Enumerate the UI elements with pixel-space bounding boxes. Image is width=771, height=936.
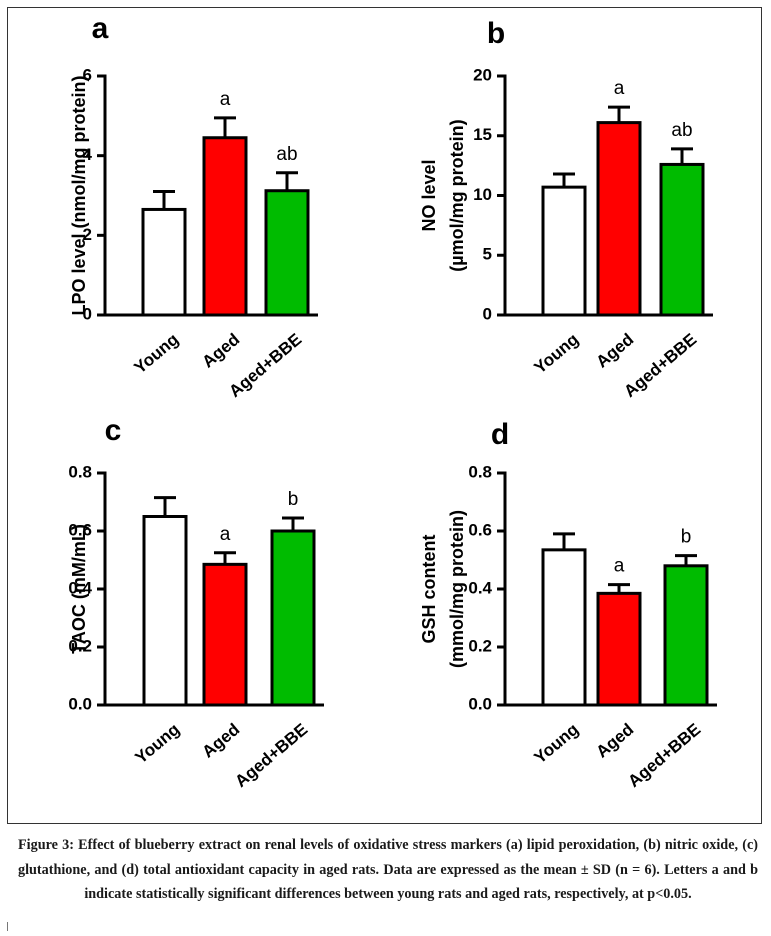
panel-letter: b [487,17,505,50]
bar-aged [596,121,642,317]
panel-letter: c [105,414,122,447]
y-tick-label: 20 [473,65,492,84]
y-tick-label: 6 [83,65,92,84]
page-edge-mark [7,922,8,931]
significance-label: b [681,527,692,548]
y-tick-label: 4 [83,145,93,164]
y-axis-label: (mmol/mg protein) [447,510,467,668]
x-tick-label: Aged+BBE [624,720,704,791]
x-tick-label: Young [531,720,583,768]
significance-label: b [288,489,299,510]
y-tick-label: 0 [483,304,492,323]
bar-young [141,207,187,317]
bar-aged-bbe [264,189,310,317]
y-axis-label: NO level [419,159,439,231]
y-tick-label: 0.4 [68,578,92,597]
chart-panel-b: b 0 5 10 15 20 NO level (µmol/mg protein) Young a… [419,17,713,401]
y-tick-label: 0.8 [468,462,492,481]
bar-aged [202,136,248,317]
x-tick-label: Aged [199,330,244,372]
bar-aged [596,591,642,707]
y-tick-label: 0.2 [468,636,492,655]
y-tick-label: 0.0 [68,694,92,713]
y-tick-label: 0.2 [68,636,92,655]
y-axis-label: LPO level (nmol/mg protein) [69,75,89,315]
bar-young [142,515,188,707]
figure-frame [7,7,762,824]
x-tick-label: Young [132,720,184,768]
figure-caption: Figure 3: Effect of blueberry extract on… [18,837,758,902]
y-tick-label: 2 [83,225,92,244]
significance-label: ab [276,144,297,165]
chart-panel-d: d 0.0 0.2 0.4 0.6 0.8 GSH content (mmol/mg prot… [419,418,717,791]
significance-label: a [614,556,625,577]
bar-young [541,185,587,317]
x-tick-label: Aged [593,330,638,372]
chart-panel-c: c 0.0 0.2 0.4 0.6 0.8 TAOC (mM/mL) Young a Aged b A… [68,414,324,791]
y-axis-label: (µmol/mg protein) [447,119,467,271]
bar-aged-bbe [270,529,316,707]
bar-aged [202,562,248,707]
significance-label: a [220,89,231,110]
y-tick-label: 5 [483,245,492,264]
panel-letter: d [491,418,509,451]
significance-label: a [614,78,625,99]
y-tick-label: 0.0 [468,694,492,713]
x-tick-label: Aged [199,720,244,762]
y-tick-label: 10 [473,185,492,204]
bar-aged-bbe [663,564,709,707]
x-tick-label: Aged [593,720,638,762]
y-tick-label: 0.8 [68,462,92,481]
x-tick-label: Young [531,330,583,378]
y-axis-label: TAOC (mM/mL) [69,524,89,654]
y-tick-label: 15 [473,125,492,144]
y-axis-label: GSH content [419,534,439,643]
bar-aged-bbe [659,162,705,317]
significance-label: a [220,524,231,545]
y-tick-label: 0.6 [468,520,492,539]
y-tick-label: 0.4 [468,578,492,597]
significance-label: ab [671,120,692,141]
panel-letter: a [92,12,109,45]
y-tick-label: 0 [83,304,92,323]
y-tick-label: 0.6 [68,520,92,539]
x-tick-label: Young [131,330,183,378]
x-tick-label: Aged+BBE [231,720,311,791]
bar-young [541,548,587,707]
